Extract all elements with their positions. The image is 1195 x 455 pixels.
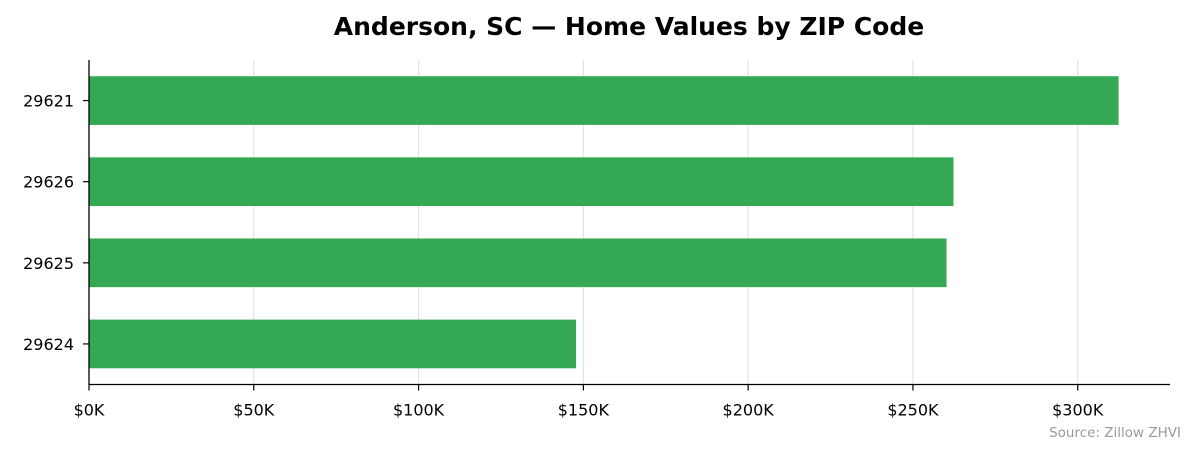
x-tick-label-2: $100K [393, 401, 445, 420]
bar-29626 [89, 157, 954, 207]
bar-29625 [89, 238, 947, 288]
chart-title: Anderson, SC — Home Values by ZIP Code [334, 12, 924, 41]
x-tick-label-3: $150K [558, 401, 610, 420]
x-tick-label-4: $200K [723, 401, 775, 420]
x-tick-label-5: $250K [887, 401, 939, 420]
bar-29621 [89, 76, 1119, 125]
x-tick-label-6: $300K [1052, 401, 1104, 420]
bars [89, 76, 1119, 369]
y-tick-label-29625: 29625 [23, 254, 74, 273]
x-tick-label-1: $50K [233, 401, 275, 420]
axes [88, 60, 1170, 386]
y-axis-ticks: 29621 29626 29625 29624 [23, 92, 89, 354]
source-note: Source: Zillow ZHVI [1049, 425, 1181, 441]
y-tick-label-29626: 29626 [23, 173, 74, 192]
y-tick-label-29621: 29621 [23, 92, 74, 111]
x-axis-ticks: $0K $50K $100K $150K $200K $250K $300K [74, 384, 1104, 420]
y-tick-label-29624: 29624 [23, 335, 74, 354]
bar-29624 [89, 319, 577, 369]
x-tick-label-0: $0K [74, 401, 105, 420]
